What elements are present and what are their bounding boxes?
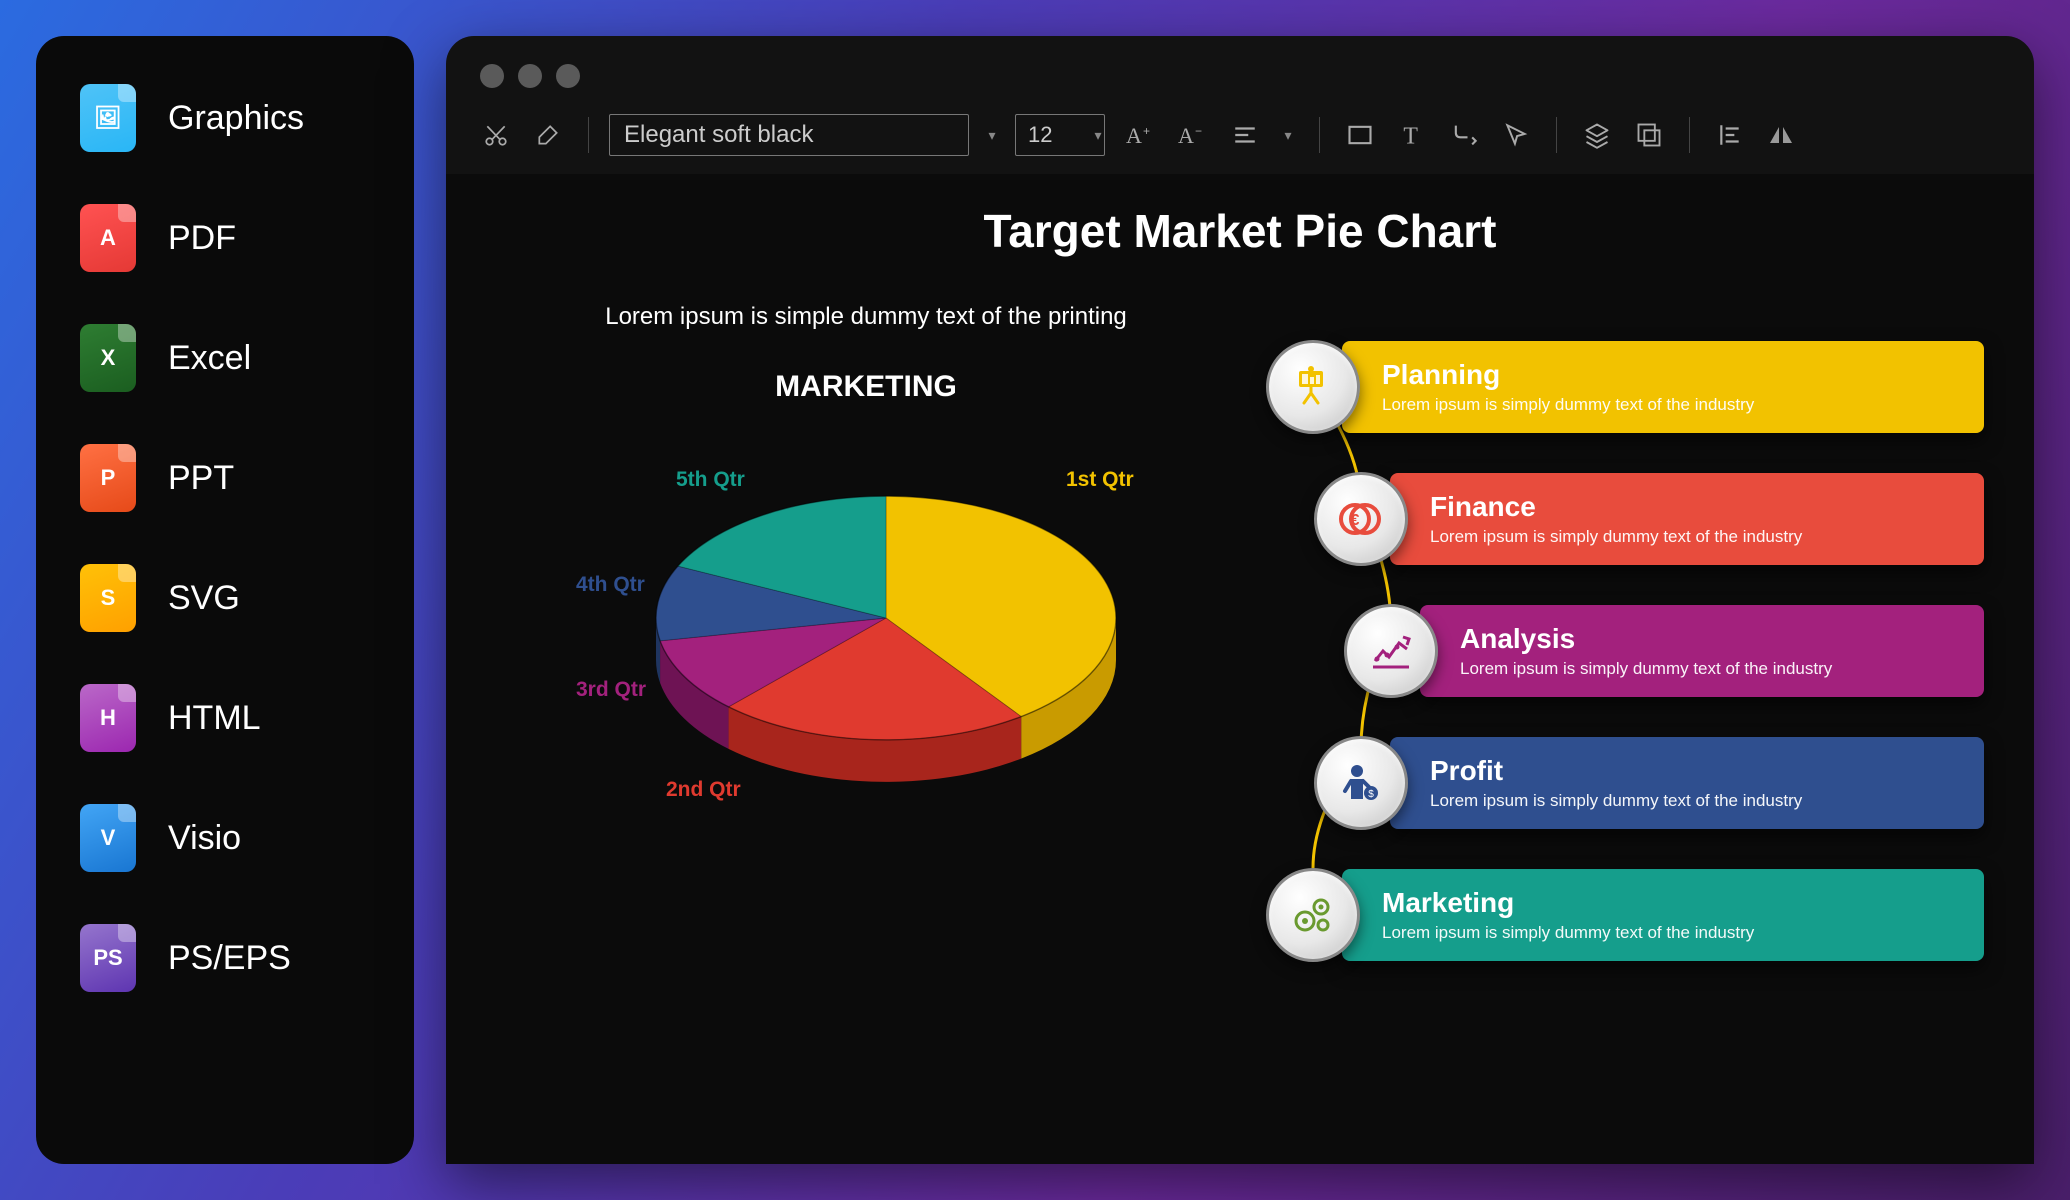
info-list-title: Finance (1430, 491, 1960, 523)
file-icon: P (80, 444, 136, 512)
increase-font-icon[interactable]: A+ (1121, 115, 1161, 155)
file-icon: A (80, 204, 136, 272)
flip-icon[interactable] (1762, 115, 1802, 155)
file-icon: X (80, 324, 136, 392)
info-list-item: Analysis Lorem ipsum is simply dummy text… (1344, 604, 1984, 698)
export-item-visio[interactable]: V Visio (80, 804, 370, 872)
decrease-font-icon[interactable]: A− (1173, 115, 1213, 155)
export-item-pseps[interactable]: PS PS/EPS (80, 924, 370, 992)
export-sidebar: 🖼 Graphics A PDF X Excel P PPT S SVG H HTML V Visio PS… (36, 36, 414, 1164)
file-icon: H (80, 684, 136, 752)
info-list-desc: Lorem ipsum is simply dummy text of the … (1382, 395, 1960, 415)
export-label: SVG (168, 579, 240, 618)
presentation-icon (1266, 340, 1360, 434)
info-list-body: Finance Lorem ipsum is simply dummy text … (1390, 473, 1984, 565)
export-label: Excel (168, 339, 251, 378)
export-item-pdf[interactable]: A PDF (80, 204, 370, 272)
window-dot-min[interactable] (518, 64, 542, 88)
export-label: HTML (168, 699, 261, 738)
export-label: Visio (168, 819, 241, 858)
info-list-body: Marketing Lorem ipsum is simply dummy tex… (1342, 869, 1984, 961)
svg-text:T: T (1403, 124, 1418, 148)
editor-window: Elegant soft black ▾ 12 ▾ A+ A− ▾ T (446, 36, 2034, 1164)
document-subtitle: Lorem ipsum is simple dummy text of the … (496, 298, 1236, 336)
info-list-desc: Lorem ipsum is simply dummy text of the … (1430, 527, 1960, 547)
font-size-chevron-icon[interactable]: ▾ (1087, 127, 1109, 144)
export-item-graphics[interactable]: 🖼 Graphics (80, 84, 370, 152)
align-chevron-icon[interactable]: ▾ (1277, 127, 1299, 144)
group-icon[interactable] (1629, 115, 1669, 155)
font-family-chevron-icon[interactable]: ▾ (981, 127, 1003, 144)
trend-icon (1344, 604, 1438, 698)
export-item-ppt[interactable]: P PPT (80, 444, 370, 512)
export-label: PDF (168, 219, 236, 258)
cut-icon[interactable] (476, 115, 516, 155)
pie-slice-label: 4th Qtr (576, 573, 645, 597)
pointer-icon[interactable] (1496, 115, 1536, 155)
svg-text:A: A (1126, 123, 1142, 148)
pie-heading: MARKETING (496, 370, 1236, 404)
pie-slice-label: 1st Qtr (1066, 468, 1134, 492)
info-list: Planning Lorem ipsum is simply dummy text… (1266, 298, 1984, 1000)
window-dot-max[interactable] (556, 64, 580, 88)
export-label: PS/EPS (168, 939, 291, 978)
info-list-desc: Lorem ipsum is simply dummy text of the … (1460, 659, 1960, 679)
layers-icon[interactable] (1577, 115, 1617, 155)
align-icon[interactable] (1225, 115, 1265, 155)
info-list-title: Analysis (1460, 623, 1960, 655)
pie-slice-label: 3rd Qtr (576, 678, 646, 702)
info-list-item: $ Profit Lorem ipsum is simply dummy text … (1314, 736, 1984, 830)
svg-text:A: A (1178, 123, 1194, 148)
info-list-title: Profit (1430, 755, 1960, 787)
coins-icon: € (1314, 472, 1408, 566)
gears-icon (1266, 868, 1360, 962)
window-dot-close[interactable] (480, 64, 504, 88)
file-icon: S (80, 564, 136, 632)
window-titlebar (446, 36, 2034, 106)
svg-text:€: € (1351, 512, 1360, 529)
format-painter-icon[interactable] (528, 115, 568, 155)
svg-text:$: $ (1368, 789, 1374, 800)
info-list-desc: Lorem ipsum is simply dummy text of the … (1430, 791, 1960, 811)
pie-chart: 1st Qtr2nd Qtr3rd Qtr4th Qtr5th Qtr (586, 438, 1146, 818)
export-item-excel[interactable]: X Excel (80, 324, 370, 392)
canvas[interactable]: Target Market Pie Chart Lorem ipsum is s… (446, 174, 2034, 1164)
info-list-desc: Lorem ipsum is simply dummy text of the … (1382, 923, 1960, 943)
svg-text:−: − (1195, 124, 1202, 138)
toolbar: Elegant soft black ▾ 12 ▾ A+ A− ▾ T (446, 106, 2034, 174)
export-item-svg[interactable]: S SVG (80, 564, 370, 632)
info-list-item: € Finance Lorem ipsum is simply dummy text… (1314, 472, 1984, 566)
shape-rect-icon[interactable] (1340, 115, 1380, 155)
export-item-html[interactable]: H HTML (80, 684, 370, 752)
document-title: Target Market Pie Chart (496, 204, 1984, 258)
file-icon: PS (80, 924, 136, 992)
connector-icon[interactable] (1444, 115, 1484, 155)
info-list-body: Analysis Lorem ipsum is simply dummy text… (1420, 605, 1984, 697)
info-list-title: Marketing (1382, 887, 1960, 919)
text-tool-icon[interactable]: T (1392, 115, 1432, 155)
info-list-title: Planning (1382, 359, 1960, 391)
font-family-value: Elegant soft black (624, 121, 813, 149)
font-family-select[interactable]: Elegant soft black (609, 114, 969, 156)
export-label: PPT (168, 459, 234, 498)
pie-column: Lorem ipsum is simple dummy text of the … (496, 298, 1236, 1000)
font-size-value: 12 (1028, 122, 1052, 148)
align-objects-icon[interactable] (1710, 115, 1750, 155)
moneyman-icon: $ (1314, 736, 1408, 830)
info-list-item: Planning Lorem ipsum is simply dummy text… (1266, 340, 1984, 434)
svg-text:+: + (1143, 124, 1150, 138)
info-list-body: Planning Lorem ipsum is simply dummy text… (1342, 341, 1984, 433)
info-list-body: Profit Lorem ipsum is simply dummy text o… (1390, 737, 1984, 829)
pie-slice-label: 5th Qtr (676, 468, 745, 492)
info-list-item: Marketing Lorem ipsum is simply dummy tex… (1266, 868, 1984, 962)
pie-slice-label: 2nd Qtr (666, 778, 741, 802)
file-icon: 🖼 (80, 84, 136, 152)
file-icon: V (80, 804, 136, 872)
export-label: Graphics (168, 99, 304, 138)
